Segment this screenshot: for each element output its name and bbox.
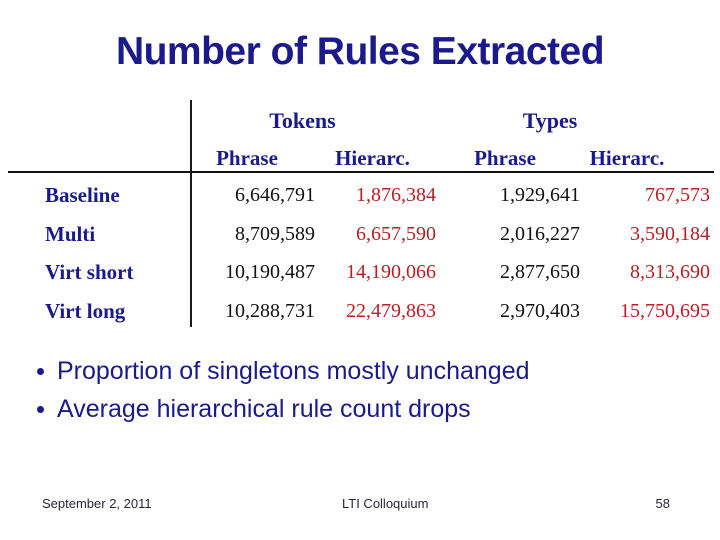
column-header-types-hierarc: Hierarc. — [589, 146, 665, 170]
cell-tokens-hierarc: 22,479,863 — [346, 299, 436, 322]
cell-types-phrase: 1,929,641 — [500, 184, 580, 206]
table-corner-spacer — [0, 100, 190, 141]
bullet-text: Proportion of singletons mostly unchange… — [57, 357, 530, 385]
bullet-list: Proportion of singletons mostly unchange… — [34, 352, 530, 428]
slide-title: Number of Rules Extracted — [115, 30, 605, 73]
cell-tokens-hierarc: 1,876,384 — [356, 184, 436, 206]
cell-tokens-phrase: 10,190,487 — [225, 261, 315, 283]
table-header-divider — [8, 171, 714, 173]
cell-tokens-hierarc: 6,657,590 — [356, 222, 436, 245]
bullet-icon — [37, 406, 44, 413]
bullet-item: Proportion of singletons mostly unchange… — [34, 352, 530, 390]
cell-types-phrase: 2,016,227 — [500, 222, 580, 245]
row-label: Baseline — [45, 183, 120, 207]
column-header-tokens-hierarc: Hierarc. — [335, 146, 410, 170]
row-label: Virt short — [45, 260, 134, 284]
cell-tokens-phrase: 6,646,791 — [235, 184, 315, 206]
cell-types-phrase: 2,877,650 — [500, 261, 580, 283]
cell-types-hierarc: 8,313,690 — [630, 261, 710, 283]
cell-types-hierarc: 15,750,695 — [620, 299, 710, 322]
rules-table: Tokens Types Phrase Hierarc. Phrase Hier… — [0, 100, 715, 330]
cell-types-phrase: 2,970,403 — [500, 299, 580, 322]
row-label: Multi — [45, 221, 96, 246]
cell-tokens-hierarc: 14,190,066 — [346, 261, 436, 283]
bullet-text: Average hierarchical rule count drops — [57, 395, 471, 423]
column-group-types: Types — [522, 107, 578, 133]
footer-date: September 2, 2011 — [42, 496, 152, 511]
cell-types-hierarc: 3,590,184 — [630, 222, 710, 245]
table-vertical-divider — [190, 100, 192, 327]
cell-tokens-phrase: 8,709,589 — [235, 222, 315, 245]
column-group-tokens: Tokens — [269, 107, 336, 133]
bullet-item: Average hierarchical rule count drops — [34, 390, 530, 428]
cell-tokens-phrase: 10,288,731 — [225, 299, 315, 322]
footer-venue: LTI Colloquium — [342, 496, 429, 511]
cell-types-hierarc: 767,573 — [645, 184, 710, 206]
slide-number: 58 — [655, 496, 670, 511]
bullet-icon — [37, 368, 44, 375]
column-header-types-phrase: Phrase — [474, 146, 536, 170]
row-label: Virt long — [45, 298, 126, 323]
column-header-tokens-phrase: Phrase — [216, 146, 278, 170]
